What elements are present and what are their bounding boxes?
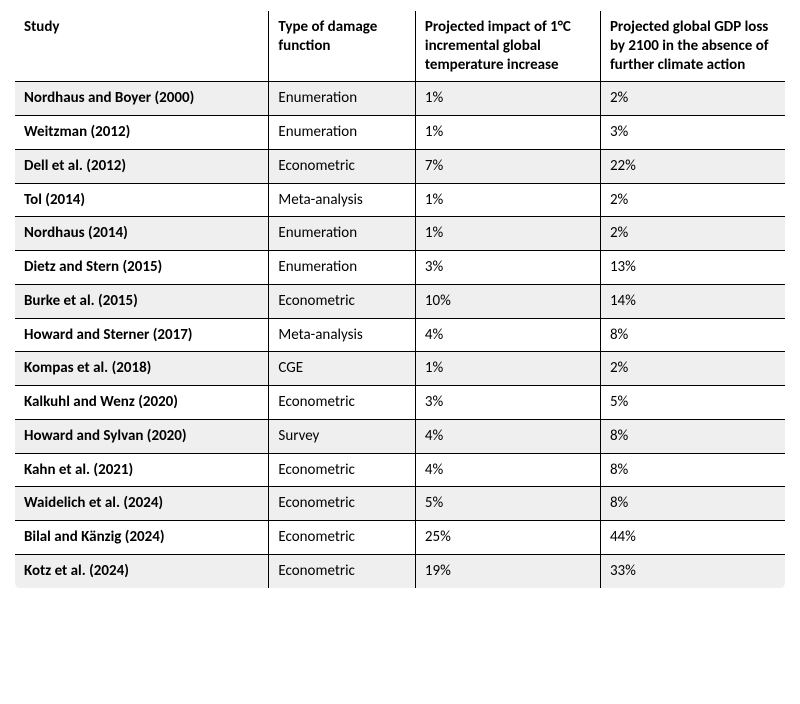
cell-gdp-loss: 2%: [600, 352, 785, 386]
cell-type: Meta-analysis: [269, 318, 415, 352]
cell-impact: 1%: [415, 82, 600, 116]
cell-study: Howard and Sylvan (2020): [15, 419, 269, 453]
cell-type: Econometric: [269, 453, 415, 487]
table-row: Howard and Sylvan (2020)Survey4%8%: [15, 419, 786, 453]
table-row: Weitzman (2012)Enumeration1%3%: [15, 116, 786, 150]
cell-impact: 3%: [415, 386, 600, 420]
cell-impact: 4%: [415, 318, 600, 352]
cell-type: Econometric: [269, 284, 415, 318]
table-row: Kalkuhl and Wenz (2020)Econometric3%5%: [15, 386, 786, 420]
table-row: Nordhaus (2014)Enumeration1%2%: [15, 217, 786, 251]
cell-study: Weitzman (2012): [15, 116, 269, 150]
cell-impact: 1%: [415, 183, 600, 217]
cell-impact: 10%: [415, 284, 600, 318]
cell-study: Nordhaus (2014): [15, 217, 269, 251]
table-row: Dietz and Stern (2015)Enumeration3%13%: [15, 251, 786, 285]
cell-impact: 25%: [415, 521, 600, 555]
cell-type: Enumeration: [269, 251, 415, 285]
col-gdp-loss: Projected global GDP loss by 2100 in the…: [600, 11, 785, 82]
col-type: Type of damage function: [269, 11, 415, 82]
cell-study: Kahn et al. (2021): [15, 453, 269, 487]
cell-study: Dell et al. (2012): [15, 149, 269, 183]
cell-gdp-loss: 5%: [600, 386, 785, 420]
cell-impact: 4%: [415, 453, 600, 487]
table-row: Kahn et al. (2021)Econometric4%8%: [15, 453, 786, 487]
cell-impact: 4%: [415, 419, 600, 453]
cell-type: Econometric: [269, 149, 415, 183]
col-impact: Projected impact of 1°C incremental glob…: [415, 11, 600, 82]
cell-type: Econometric: [269, 487, 415, 521]
cell-study: Howard and Sterner (2017): [15, 318, 269, 352]
cell-study: Tol (2014): [15, 183, 269, 217]
cell-gdp-loss: 44%: [600, 521, 785, 555]
cell-gdp-loss: 8%: [600, 487, 785, 521]
cell-study: Kotz et al. (2024): [15, 554, 269, 588]
cell-impact: 1%: [415, 116, 600, 150]
cell-gdp-loss: 13%: [600, 251, 785, 285]
damage-function-table: Study Type of damage function Projected …: [14, 10, 786, 589]
cell-study: Waidelich et al. (2024): [15, 487, 269, 521]
cell-type: Enumeration: [269, 82, 415, 116]
table-row: Burke et al. (2015)Econometric10%14%: [15, 284, 786, 318]
cell-gdp-loss: 2%: [600, 82, 785, 116]
cell-type: Econometric: [269, 521, 415, 555]
cell-impact: 3%: [415, 251, 600, 285]
cell-type: Meta-analysis: [269, 183, 415, 217]
table-row: Kompas et al. (2018)CGE1%2%: [15, 352, 786, 386]
cell-gdp-loss: 8%: [600, 453, 785, 487]
cell-type: Enumeration: [269, 217, 415, 251]
table-row: Dell et al. (2012)Econometric7%22%: [15, 149, 786, 183]
cell-impact: 19%: [415, 554, 600, 588]
cell-type: Econometric: [269, 386, 415, 420]
table-header-row: Study Type of damage function Projected …: [15, 11, 786, 82]
cell-type: Enumeration: [269, 116, 415, 150]
cell-gdp-loss: 22%: [600, 149, 785, 183]
cell-impact: 1%: [415, 217, 600, 251]
cell-study: Kompas et al. (2018): [15, 352, 269, 386]
cell-type: Econometric: [269, 554, 415, 588]
cell-type: Survey: [269, 419, 415, 453]
cell-type: CGE: [269, 352, 415, 386]
table-row: Howard and Sterner (2017)Meta-analysis4%…: [15, 318, 786, 352]
table-row: Bilal and Känzig (2024)Econometric25%44%: [15, 521, 786, 555]
cell-impact: 1%: [415, 352, 600, 386]
table-row: Tol (2014)Meta-analysis1%2%: [15, 183, 786, 217]
table-row: Waidelich et al. (2024)Econometric5%8%: [15, 487, 786, 521]
cell-gdp-loss: 2%: [600, 217, 785, 251]
cell-gdp-loss: 14%: [600, 284, 785, 318]
cell-study: Kalkuhl and Wenz (2020): [15, 386, 269, 420]
cell-impact: 7%: [415, 149, 600, 183]
cell-gdp-loss: 8%: [600, 419, 785, 453]
cell-study: Nordhaus and Boyer (2000): [15, 82, 269, 116]
table-container: Study Type of damage function Projected …: [0, 0, 800, 599]
table-row: Nordhaus and Boyer (2000)Enumeration1%2%: [15, 82, 786, 116]
table-row: Kotz et al. (2024)Econometric19%33%: [15, 554, 786, 588]
cell-gdp-loss: 33%: [600, 554, 785, 588]
cell-gdp-loss: 8%: [600, 318, 785, 352]
cell-impact: 5%: [415, 487, 600, 521]
col-study: Study: [15, 11, 269, 82]
cell-study: Bilal and Känzig (2024): [15, 521, 269, 555]
cell-gdp-loss: 2%: [600, 183, 785, 217]
cell-study: Burke et al. (2015): [15, 284, 269, 318]
cell-study: Dietz and Stern (2015): [15, 251, 269, 285]
cell-gdp-loss: 3%: [600, 116, 785, 150]
